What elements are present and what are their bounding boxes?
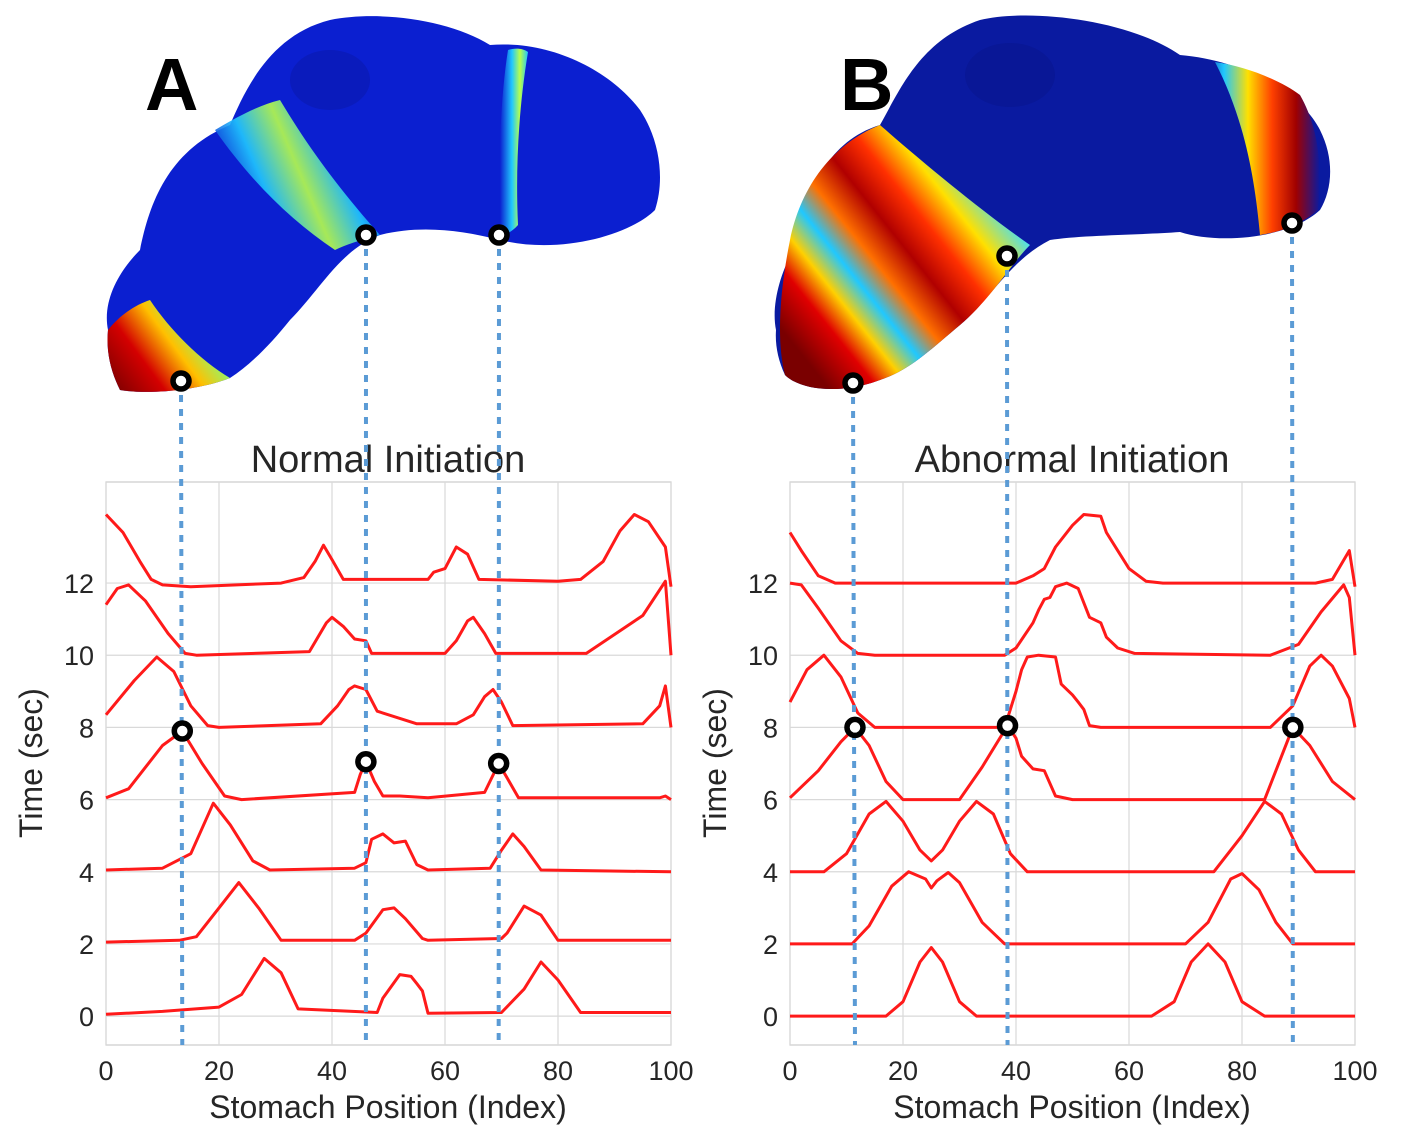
x-axis-label-a: Stomach Position (Index) — [209, 1089, 567, 1125]
x-tick-label: 60 — [1114, 1056, 1144, 1086]
overlay-a — [170, 224, 510, 1046]
x-tick-label: 100 — [648, 1056, 693, 1086]
stomach-shading-b — [965, 43, 1055, 107]
y-tick-label: 2 — [763, 930, 778, 960]
trace-t2 — [105, 881, 671, 944]
x-tick-label: 20 — [888, 1056, 918, 1086]
trace-t8 — [788, 653, 1357, 729]
y-tick-label: 6 — [763, 786, 778, 816]
guide-line — [851, 382, 857, 1046]
y-tick-label: 8 — [79, 713, 94, 743]
y-tick-label: 12 — [748, 569, 778, 599]
chart-normal-initiation: Normal Initiation 0 20 40 60 80 100024681012 … — [13, 439, 694, 1125]
x-tick-label: 0 — [782, 1056, 797, 1086]
y-tick-label: 10 — [748, 641, 778, 671]
stomach-surface-a — [106, 16, 660, 392]
panel-letter-a: A — [145, 43, 198, 126]
trace-t6 — [788, 724, 1356, 802]
trace-t4 — [790, 799, 1355, 874]
trace-peak-marker — [171, 720, 194, 742]
x-tick-label: 60 — [430, 1056, 460, 1086]
chart-abnormal-initiation: Abnormal Initiation 0 20 40 60 80 100 0 2 4 6 8 10 1… — [697, 439, 1378, 1125]
trace-t6 — [105, 729, 672, 802]
surface-marker — [1281, 212, 1303, 234]
surface-marker — [996, 245, 1018, 267]
stomach-shading-a — [290, 50, 370, 110]
stomach-wave-band-a2 — [215, 100, 380, 250]
y-tick-label: 10 — [64, 641, 94, 671]
stomach-surface-b — [774, 15, 1331, 390]
chart-title-a: Normal Initiation — [251, 439, 526, 481]
y-tick-label: 12 — [64, 569, 94, 599]
trace-t8 — [104, 655, 673, 729]
y-tick-label: 4 — [763, 858, 778, 888]
trace-t12 — [104, 513, 673, 589]
y-tick-label: 4 — [79, 858, 94, 888]
y-tick-label: 8 — [763, 713, 778, 743]
x-axis-label-b: Stomach Position (Index) — [893, 1089, 1251, 1125]
y-axis-label-a: Time (sec) — [13, 688, 49, 838]
stomach-body-a — [106, 16, 660, 392]
y-tick-label: 6 — [79, 786, 94, 816]
panel-letter-b: B — [840, 43, 893, 126]
surface-marker — [842, 372, 864, 394]
y-axis-label-b: Time (sec) — [697, 688, 733, 838]
stomach-wave-band-b1 — [779, 125, 1030, 390]
x-tick-label: 40 — [317, 1056, 347, 1086]
stomach-wave-band-a3 — [499, 48, 528, 236]
chart-title-b: Abnormal Initiation — [915, 439, 1230, 481]
trace-peak-marker — [1282, 716, 1304, 739]
guide-line — [1005, 255, 1010, 1046]
surface-marker — [355, 224, 377, 246]
x-tick-label: 40 — [1001, 1056, 1031, 1086]
trace-t10 — [104, 579, 673, 657]
plot-area-b — [789, 481, 1356, 1046]
plot-area-a — [105, 481, 672, 1046]
stomach-wave-band-a1 — [107, 300, 230, 392]
surface-marker — [488, 224, 510, 246]
overlay-b — [842, 212, 1304, 1046]
trace-peak-marker — [487, 752, 510, 775]
x-tick-label: 80 — [543, 1056, 573, 1086]
guide-line — [1290, 222, 1295, 1046]
trace-t4 — [105, 801, 672, 874]
trace-peak-marker — [996, 714, 1019, 737]
y-tick-label: 0 — [79, 1002, 94, 1032]
stomach-wave-band-b2 — [1215, 62, 1320, 235]
trace-t12 — [788, 513, 1357, 587]
x-tick-label: 100 — [1332, 1056, 1377, 1086]
x-tick-label: 80 — [1227, 1056, 1257, 1086]
trace-t2 — [790, 870, 1355, 946]
x-tick-label: 0 — [98, 1056, 113, 1086]
y-tick-label: 2 — [79, 930, 94, 960]
trace-peak-marker — [355, 750, 377, 773]
y-tick-label: 0 — [763, 1002, 778, 1032]
trace-peak-marker — [844, 716, 866, 739]
x-tick-label: 20 — [204, 1056, 234, 1086]
trace-t0 — [105, 956, 671, 1016]
surface-marker — [170, 370, 192, 392]
trace-t0 — [790, 942, 1355, 1018]
